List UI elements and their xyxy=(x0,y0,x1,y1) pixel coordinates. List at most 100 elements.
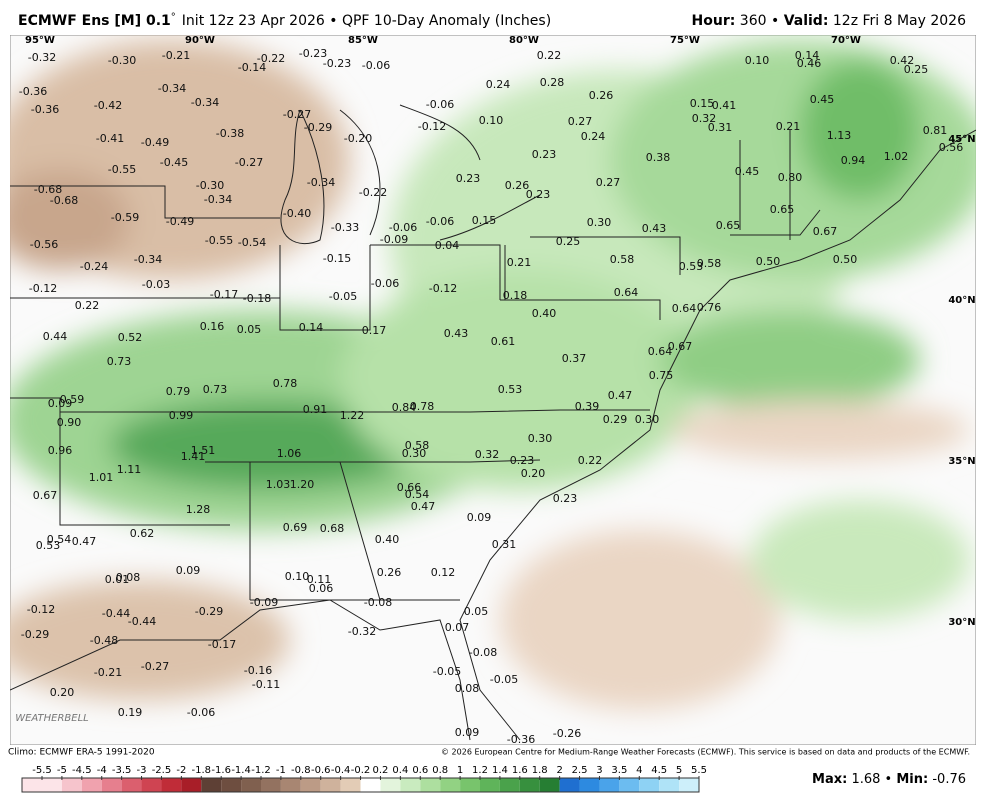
map-value: -0.33 xyxy=(331,221,359,234)
map-value: -0.29 xyxy=(195,605,223,618)
map-value: 0.22 xyxy=(537,49,562,62)
map-value: -0.34 xyxy=(134,253,162,266)
colorbar-tick-label: -0.6 xyxy=(311,765,331,776)
map-value: -0.05 xyxy=(490,673,518,686)
valid: 12z Fri 8 May 2026 xyxy=(833,13,966,29)
colorbar-segment xyxy=(380,778,401,792)
map-value: 0.30 xyxy=(635,413,660,426)
colorbar-tick-label: 2 xyxy=(556,765,562,776)
map-value: -0.11 xyxy=(252,678,280,691)
map-value: 0.96 xyxy=(48,444,73,457)
map-value: 0.58 xyxy=(405,439,430,452)
map-value: 1.01 xyxy=(89,471,114,484)
map-value: -0.08 xyxy=(364,596,392,609)
map-value: 0.23 xyxy=(532,148,557,161)
map-value: 0.04 xyxy=(435,239,460,252)
lon-label: 70°W xyxy=(831,35,861,46)
colorbar-segment xyxy=(639,778,660,792)
colorbar-segment xyxy=(619,778,640,792)
colorbar-segment xyxy=(181,778,202,792)
map-value: 0.31 xyxy=(708,121,733,134)
map-values: -0.32 -0.30 -0.21 -0.22 -0.23-0.23 -0.06 -0.14… xyxy=(19,47,963,746)
map-value: 0.76 xyxy=(697,301,722,314)
map-value: 0.67 xyxy=(813,225,838,238)
map-value: 0.29 xyxy=(603,413,628,426)
hour: 360 • xyxy=(740,13,779,29)
map-value: 0.32 xyxy=(475,448,500,461)
map-value: 0.45 xyxy=(810,93,835,106)
map-value: 1.28 xyxy=(186,503,211,516)
map-value: 0.40 xyxy=(532,307,557,320)
colorbar-segment xyxy=(340,778,361,792)
map-value: 0.30 xyxy=(402,447,427,460)
colorbar-segment xyxy=(400,778,421,792)
colorbar-tick-label: 0.8 xyxy=(432,765,448,776)
colorbar-tick-label: -2 xyxy=(176,765,186,776)
map-value: 0.38 xyxy=(646,151,671,164)
map-value: 0.24 xyxy=(486,78,511,91)
map-value: -0.09 xyxy=(250,596,278,609)
map-value: 0.56 xyxy=(939,141,964,154)
map-value: 0.94 xyxy=(841,154,866,167)
map-value: 0.24 xyxy=(581,130,606,143)
map-value: 0.31 xyxy=(492,538,517,551)
map-value: -0.03 xyxy=(142,278,170,291)
map-value: 0.23 xyxy=(510,454,535,467)
map-value: -0.34 xyxy=(204,193,232,206)
colorbar-segment xyxy=(659,778,680,792)
map-value: 0.53 xyxy=(36,539,61,552)
colorbar-segment xyxy=(221,778,242,792)
colorbar-segment xyxy=(201,778,222,792)
map-value: 0.15 xyxy=(690,97,715,110)
colorbar-segment xyxy=(679,778,699,792)
map-value: -0.29 xyxy=(21,628,49,641)
colorbar-tick-label: 1.4 xyxy=(492,765,508,776)
map-value: 0.10 xyxy=(285,570,310,583)
colorbar-tick-label: -0.4 xyxy=(331,765,351,776)
map-value: 0.65 xyxy=(716,219,741,232)
map-value: 0.09 xyxy=(455,726,480,739)
max: 1.68 • xyxy=(851,772,892,787)
colorbar-tick-label: 0.6 xyxy=(412,765,428,776)
map-value: 0.08 xyxy=(116,571,141,584)
map-value: 0.67 xyxy=(668,340,693,353)
map-value: 0.30 xyxy=(528,432,553,445)
colorbar-tick-label: 1.6 xyxy=(512,765,528,776)
lat-label: 35°N xyxy=(948,456,975,467)
map-value: 0.75 xyxy=(649,369,674,382)
colorbar-tick-label: 5 xyxy=(676,765,682,776)
map-value: -0.30 xyxy=(108,54,136,67)
map-value: 0.15 xyxy=(472,214,497,227)
map-value: -0.05 xyxy=(433,665,461,678)
hour-label: Hour: xyxy=(692,13,736,29)
colorbar-segment xyxy=(579,778,600,792)
map-value: 1.51 xyxy=(191,444,216,457)
map-value: -0.44 xyxy=(128,615,156,628)
colorbar-tick-label: 5.5 xyxy=(691,765,707,776)
map-value: 0.47 xyxy=(411,500,436,513)
map-value: 0.23 xyxy=(456,172,481,185)
map-value: -0.40 xyxy=(283,207,311,220)
map-value: -0.06 xyxy=(426,98,454,111)
map-value: -0.36 xyxy=(31,103,59,116)
max-min: Max: 1.68 • Min: -0.76 xyxy=(812,772,966,787)
colorbar-tick-label: 0.2 xyxy=(373,765,389,776)
map-value: 0.64 xyxy=(648,345,673,358)
map-value: 0.46 xyxy=(797,57,822,70)
map-value: -0.06 xyxy=(371,277,399,290)
lon-label: 85°W xyxy=(348,35,378,46)
map-value: -0.49 xyxy=(166,215,194,228)
map-value: -0.22 xyxy=(359,186,387,199)
map-value: 0.14 xyxy=(795,49,820,62)
map-value: -0.68 xyxy=(34,183,62,196)
map-value: 1.22 xyxy=(340,409,365,422)
map-value: 0.30 xyxy=(587,216,612,229)
map-value: 0.20 xyxy=(50,686,75,699)
colorbar-tick-label: 3.5 xyxy=(611,765,627,776)
map-value: 0.54 xyxy=(405,488,430,501)
map-value: 0.21 xyxy=(507,256,532,269)
map-value: 0.99 xyxy=(169,409,194,422)
colorbar-tick-label: -1.8 xyxy=(192,765,212,776)
map-value: -0.06 xyxy=(187,706,215,719)
